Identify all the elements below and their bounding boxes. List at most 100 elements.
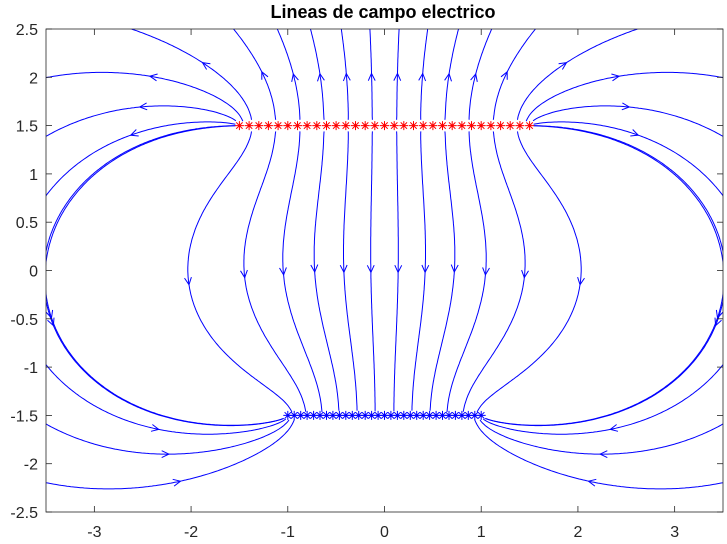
field-line — [46, 121, 236, 197]
positive-charge-marker — [447, 121, 457, 131]
field-arrow — [393, 72, 402, 81]
field-arrow — [317, 72, 325, 82]
negative-charge-marker — [296, 410, 306, 420]
field-lines — [46, 29, 723, 490]
positive-charge-marker — [428, 121, 438, 131]
field-line — [474, 419, 723, 490]
negative-charge-marker — [334, 410, 344, 420]
field-arrow — [161, 450, 171, 459]
positive-charge-marker — [331, 121, 341, 131]
negative-charge-marker — [360, 410, 370, 420]
negative-charge-marker — [315, 410, 325, 420]
x-tick-label: -2 — [184, 524, 198, 541]
field-line — [340, 29, 349, 120]
field-arrow — [261, 70, 269, 80]
positive-charge-marker — [457, 121, 467, 131]
positive-charge-marker — [380, 121, 389, 131]
field-arrow — [279, 267, 287, 277]
positive-charge-marker — [360, 121, 370, 131]
positive-charge-marker — [351, 121, 360, 131]
positive-charge-marker — [341, 121, 351, 131]
field-arrow — [367, 72, 376, 81]
field-arrow — [609, 424, 619, 432]
negative-charge-marker — [450, 410, 460, 420]
negative-charge-marker — [341, 410, 351, 420]
field-line — [532, 105, 723, 137]
positive-charge-marker — [525, 121, 535, 131]
field-arrow — [150, 424, 160, 432]
field-line — [46, 71, 244, 122]
field-line — [420, 29, 429, 120]
positive-charge-marker — [302, 121, 312, 131]
field-line — [369, 29, 373, 120]
x-tick-label: 3 — [670, 524, 679, 541]
y-tick-label: 0.5 — [16, 215, 38, 232]
field-line — [533, 121, 723, 197]
positive-charge-marker — [486, 121, 496, 131]
field-line — [492, 29, 537, 120]
positive-charge-marker — [254, 121, 264, 131]
field-arrow — [129, 129, 139, 137]
negative-charge-marker — [457, 410, 467, 420]
positive-charge-marker — [515, 121, 525, 131]
negative-charge-marker — [328, 410, 338, 420]
positive-charge-marker — [283, 121, 293, 131]
negative-charge-marker — [373, 410, 383, 420]
positive-charge-marker — [370, 121, 380, 131]
field-line — [479, 419, 723, 455]
negative-charge-marker — [309, 410, 319, 420]
field-arrow — [240, 269, 248, 279]
negative-charge-marker — [431, 410, 441, 420]
positive-charge-marker — [438, 121, 447, 131]
field-arrow — [611, 73, 621, 82]
field-line — [130, 29, 252, 120]
field-arrow — [418, 72, 427, 82]
positive-charge-marker — [322, 121, 331, 131]
field-arrow — [46, 309, 54, 319]
field-line — [396, 29, 400, 120]
y-tick-label: 1.5 — [16, 119, 38, 136]
negative-charge-marker — [405, 410, 415, 420]
field-arrow — [339, 264, 348, 274]
field-line — [46, 105, 237, 137]
field-arrow — [172, 478, 182, 487]
field-arrow — [366, 264, 375, 274]
field-arrow — [577, 276, 585, 286]
field-arrow — [521, 269, 529, 279]
field-arrow — [715, 309, 723, 319]
field-arrow — [482, 267, 490, 277]
positive-charge-marker — [293, 121, 302, 131]
negative-charge-marker — [399, 410, 409, 420]
positive-charge-marker — [234, 121, 244, 131]
negative-charge-marker — [470, 410, 480, 420]
negative-charge-marker — [418, 410, 428, 420]
charge-markers — [234, 121, 535, 420]
chart-title: Lineas de campo electrico — [270, 2, 495, 22]
field-line — [46, 419, 290, 455]
field-arrow — [310, 264, 319, 274]
field-line — [46, 125, 284, 426]
field-line — [525, 71, 723, 122]
negative-charge-marker — [438, 410, 447, 420]
field-arrow — [184, 276, 192, 286]
positive-charge-marker — [467, 121, 476, 131]
y-tick-label: -1.5 — [10, 408, 38, 425]
y-tick-label: -2 — [24, 457, 38, 474]
field-arrow — [47, 317, 55, 327]
field-arrow — [148, 73, 158, 82]
y-tick-label: -0.5 — [10, 312, 38, 329]
negative-charge-marker — [392, 410, 402, 420]
negative-charge-marker — [322, 410, 331, 420]
x-axis: -3 -2 -1 0 1 2 3 — [87, 29, 679, 541]
positive-charge-marker — [273, 121, 283, 131]
positive-charge-marker — [244, 121, 254, 131]
negative-charge-marker — [476, 410, 486, 420]
x-tick-label: 1 — [477, 524, 486, 541]
positive-charge-marker — [476, 121, 486, 131]
field-line — [483, 363, 723, 435]
field-arrow — [342, 72, 351, 82]
y-tick-label: 0 — [29, 264, 38, 281]
field-arrow — [621, 102, 631, 111]
